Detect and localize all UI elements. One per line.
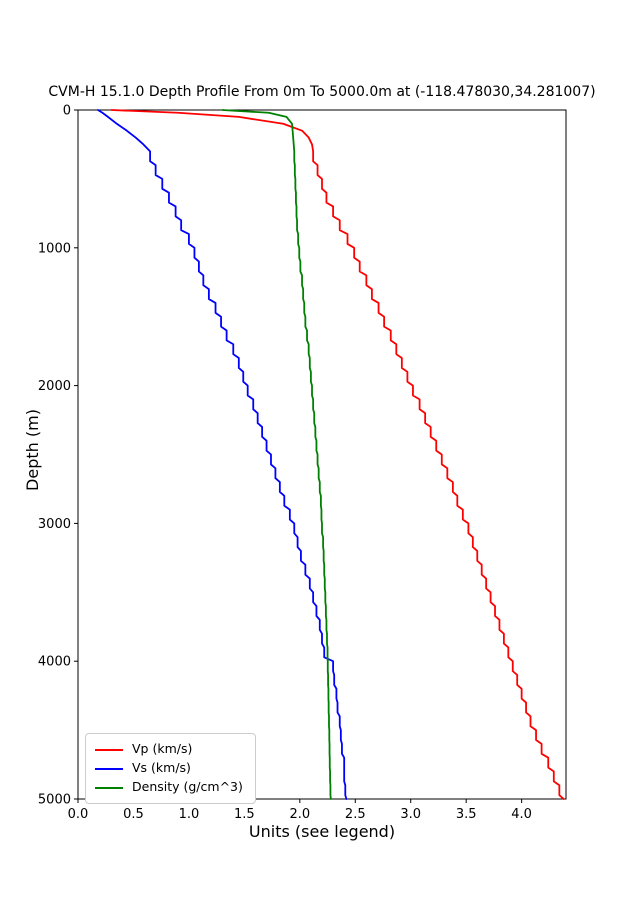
x-tick-label: 2.5 [345,807,366,822]
x-axis-label: Units (see legend) [248,822,396,841]
chart-title: CVM-H 15.1.0 Depth Profile From 0m To 50… [48,84,596,100]
legend-label-vs: Vs (km/s) [132,760,191,776]
x-tick-label: 3.0 [400,807,421,822]
vs-line-swatch [95,767,123,770]
y-tick-label: 2000 [38,379,71,394]
x-tick-label: 1.5 [234,807,255,822]
legend-entry-vs: Vs (km/s) [95,759,243,778]
legend-entry-vp: Vp (km/s) [95,740,243,759]
y-tick-label: 0 [63,104,71,119]
series-line-density [221,109,332,800]
y-tick-label: 4000 [38,655,71,670]
x-tick-label: 0.5 [123,807,144,822]
legend-label-density: Density (g/cm^3) [132,779,243,795]
series-line-vs [97,109,348,800]
series-line-vp [110,109,565,800]
x-tick-label: 1.0 [179,807,200,822]
y-tick-label: 1000 [38,241,71,256]
x-tick-label: 0.0 [68,807,89,822]
plot-frame [77,109,567,800]
x-tick-label: 2.0 [289,807,310,822]
x-tick-label: 3.5 [456,807,477,822]
legend-entry-density: Density (g/cm^3) [95,778,243,797]
legend-label-vp: Vp (km/s) [132,741,193,757]
legend: Vp (km/s) Vs (km/s) Density (g/cm^3) [85,733,256,804]
y-tick-label: 3000 [38,517,71,532]
vp-line-swatch [95,748,123,751]
y-tick-label: 5000 [38,793,71,808]
x-tick-label: 4.0 [511,807,532,822]
density-line-swatch [95,786,123,789]
